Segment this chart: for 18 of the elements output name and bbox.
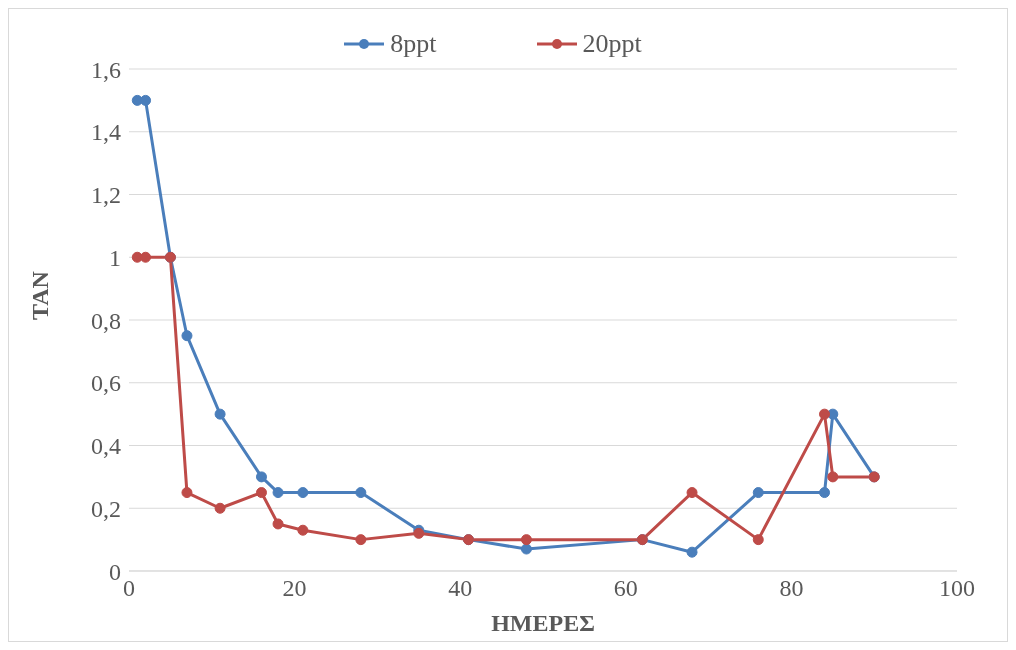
legend-label: 8ppt [389,29,437,59]
x-tick-label: 80 [779,575,804,602]
y-tick-label: 1,2 [91,182,121,209]
y-tick-label: 0,2 [91,495,121,522]
y-tick-label: 1 [109,244,121,271]
y-tick-label: 0 [109,558,121,585]
y-tick-label: 0,8 [91,307,121,334]
y-tick-label: 1,6 [91,56,121,83]
x-tick-label: 40 [448,575,473,602]
y-axis-title: TAN [26,270,53,320]
x-tick-label: 100 [939,575,975,602]
x-tick-label: 60 [613,575,638,602]
y-tick-label: 0,4 [91,433,121,460]
x-axis-title: ΗΜΕΡΕΣ [491,610,595,636]
y-tick-label: 1,4 [91,119,121,146]
x-tick-label: 20 [282,575,307,602]
y-tick-label: 0,6 [91,370,121,397]
legend-label: 20ppt [581,29,642,59]
